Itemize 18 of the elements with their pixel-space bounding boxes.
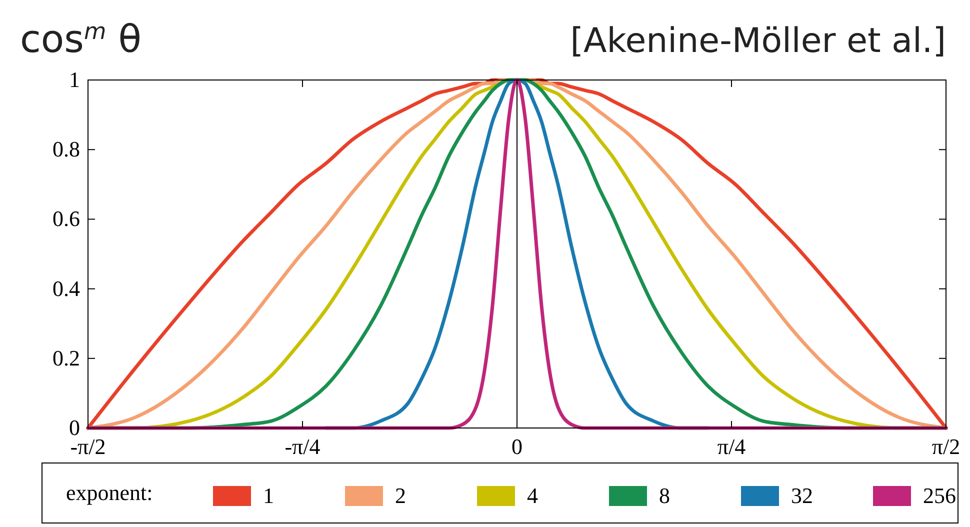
- chart-title: cos$^{m}$ θ: [20, 17, 142, 61]
- y-tick-label: 0.6: [52, 206, 80, 232]
- legend-label: 256: [923, 483, 956, 508]
- text: [Akenine-Möller et al.]: [570, 21, 946, 61]
- y-tick-label: 0.4: [52, 276, 80, 301]
- legend-label: 1: [263, 483, 274, 508]
- legend-label: 2: [395, 483, 406, 508]
- legend-title: exponent:: [66, 480, 153, 505]
- legend-label: 32: [791, 483, 813, 508]
- y-tick-label: 1: [69, 67, 80, 92]
- legend-label: 4: [527, 483, 538, 508]
- x-tick-label: -π/4: [284, 434, 320, 459]
- legend-label: 8: [659, 483, 670, 508]
- x-tick-label: π/2: [932, 434, 960, 459]
- y-tick-label: 0.2: [52, 345, 80, 370]
- y-tick-label: 0.8: [52, 136, 80, 162]
- x-tick-label: π/4: [717, 434, 746, 459]
- x-tick-label: 0: [512, 434, 522, 459]
